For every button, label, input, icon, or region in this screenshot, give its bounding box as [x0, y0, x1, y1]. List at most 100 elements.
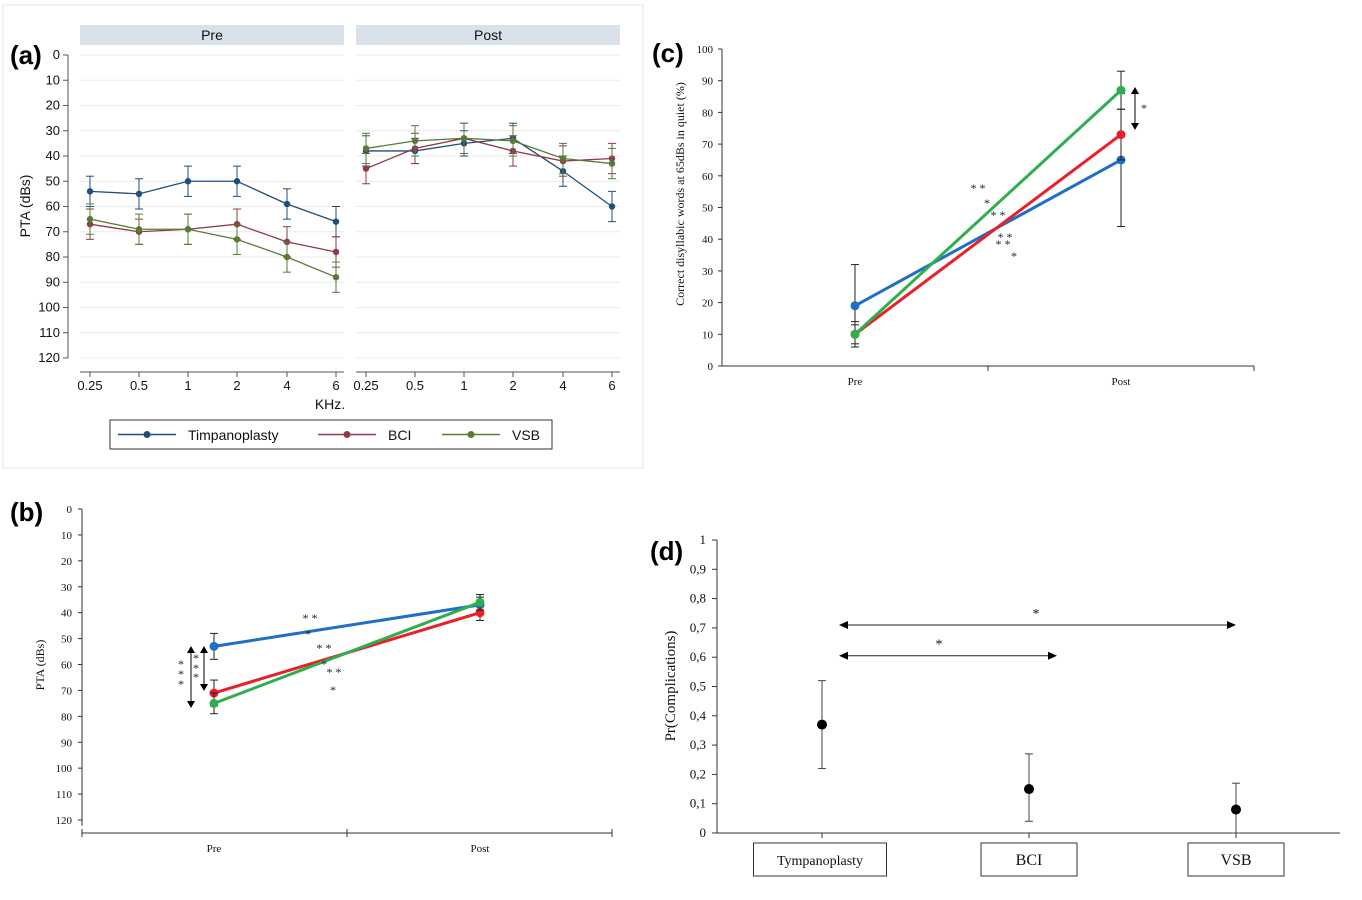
significance-mark: * *	[991, 208, 1006, 222]
x-tick-label: Pre	[848, 376, 863, 388]
data-point-timpanoplasty	[608, 203, 616, 210]
y-tick-label: 40	[61, 608, 73, 620]
panel-b-plot: 0 10 20 30 40 50 60 70 80 90 100 110 120 Pre Post PTA (…	[33, 504, 613, 855]
panel-c-letter: (c)	[652, 38, 684, 68]
series-line-vsb	[365, 137, 613, 165]
significance-mark: *	[178, 667, 184, 681]
estimate-point	[1024, 784, 1034, 795]
panel-d-letter: (d)	[650, 536, 683, 566]
significance-arrow-head-down	[200, 684, 208, 691]
data-point-timpanoplasty	[332, 218, 340, 225]
significance-mark: *	[330, 683, 336, 697]
y-tick-label: 0,4	[690, 708, 707, 723]
y-tick-label: 120	[38, 350, 60, 365]
panel-d-plot: 0 0,1 0,2 0,3 0,4 0,5 0,6 0,7 0,8 0,9 1 Pr(Complica…	[663, 532, 1340, 877]
facet-label: Pre	[201, 27, 223, 43]
comparison-label: *	[936, 638, 943, 653]
estimate-point	[817, 719, 827, 730]
panel-d: (d) 0 0,1 0,2 0,3 0,4 0,5 0,6 0,7 0,8 0,9 1 Pr(Comp…	[650, 532, 1340, 877]
series-line-0	[213, 603, 481, 648]
significance-mark: *	[178, 677, 184, 691]
data-point	[850, 301, 860, 311]
data-point	[1116, 85, 1126, 95]
significance-mark: *	[1011, 249, 1017, 263]
comparison-arrow-head-left	[839, 620, 848, 629]
data-point-vsb	[184, 226, 192, 233]
data-point-vsb	[509, 137, 517, 145]
y-tick-label: 70	[61, 685, 73, 697]
category-label-box	[980, 842, 1078, 877]
data-point-vsb	[608, 160, 616, 167]
y-tick-label: 10	[46, 72, 60, 87]
significance-mark: *	[984, 196, 990, 210]
y-tick-label: 120	[56, 815, 73, 827]
significance-mark: *	[305, 627, 311, 641]
y-tick-label: 10	[702, 329, 714, 341]
y-tick-label: 40	[46, 148, 60, 163]
data-point	[209, 641, 219, 651]
significance-arrow-head-up	[200, 646, 208, 653]
x-tick-label: Pre	[207, 843, 222, 855]
x-tick-label: 1	[184, 378, 191, 393]
significance-mark: * *	[303, 611, 318, 625]
y-tick-label: 0,5	[690, 679, 706, 694]
y-tick-label: 20	[702, 298, 714, 310]
data-point-vsb	[135, 226, 143, 233]
significance-mark: *	[193, 670, 199, 684]
y-tick-label: 10	[61, 530, 73, 542]
y-tick-label: 30	[702, 266, 714, 278]
panel-b-letter: (b)	[10, 497, 43, 527]
x-tick-label: 2	[509, 378, 516, 393]
series-line-bci	[365, 137, 613, 170]
data-point-vsb	[460, 135, 468, 142]
y-tick-label: 30	[61, 582, 73, 594]
y-tick-label: 0	[53, 47, 60, 62]
series-line-2	[213, 600, 481, 705]
y-tick-label: 0,3	[690, 737, 706, 752]
legend-marker	[143, 431, 151, 438]
y-tick-label: 90	[702, 76, 714, 88]
comparison-arrow-head-right	[1227, 620, 1236, 629]
panel-c: (c) 0 10 20 30 40 50 60 70 80 90 100 Pre Post Correct…	[652, 38, 1255, 388]
y-tick-label: 100	[56, 763, 73, 775]
significance-arrow-head-up	[187, 646, 195, 653]
significance-mark: *	[1141, 101, 1147, 115]
x-tick-label: 4	[283, 378, 290, 393]
y-tick-label: 0,6	[690, 649, 707, 664]
x-tick-label: 1	[460, 378, 467, 393]
series-line-vsb	[89, 218, 337, 278]
y-tick-label: 70	[46, 224, 60, 239]
y-tick-label: 90	[46, 274, 60, 289]
data-point-bci	[362, 165, 370, 172]
y-tick-label: 80	[46, 249, 60, 264]
x-tick-label: 0.25	[353, 378, 378, 393]
facet-strip-post	[356, 25, 620, 45]
significance-arrow-head-down	[1131, 123, 1139, 130]
y-tick-label: 110	[56, 789, 73, 801]
series-line-2	[853, 89, 1123, 336]
y-tick-label: 0,1	[690, 796, 706, 811]
series-line-timpanoplasty	[89, 180, 337, 223]
y-axis-title: Correct disyllabic words at 65dBs in qui…	[673, 82, 687, 306]
comparison-arrow-head-right	[1048, 651, 1057, 660]
estimate-point	[1231, 804, 1241, 815]
y-tick-label: 0	[67, 504, 73, 516]
data-point-bci	[332, 248, 340, 256]
y-tick-label: 0,8	[690, 591, 706, 606]
data-point-timpanoplasty	[86, 188, 94, 195]
data-point-vsb	[411, 137, 419, 145]
data-point-timpanoplasty	[184, 178, 192, 185]
data-point-vsb	[86, 215, 94, 223]
y-axis-title: PTA (dBs)	[17, 175, 33, 238]
panel-c-plot: 0 10 20 30 40 50 60 70 80 90 100 Pre Post Correct dis…	[673, 44, 1255, 388]
facet-strip-pre	[80, 25, 344, 45]
x-axis-title: KHz.	[315, 396, 345, 412]
x-tick-label: 4	[559, 378, 566, 393]
category-label-box	[1187, 842, 1285, 877]
y-tick-label: 110	[39, 325, 60, 340]
x-tick-label: VSB	[1220, 852, 1251, 869]
y-tick-label: 80	[61, 711, 73, 723]
y-tick-label: 20	[46, 98, 60, 113]
y-tick-label: 1	[700, 532, 707, 547]
